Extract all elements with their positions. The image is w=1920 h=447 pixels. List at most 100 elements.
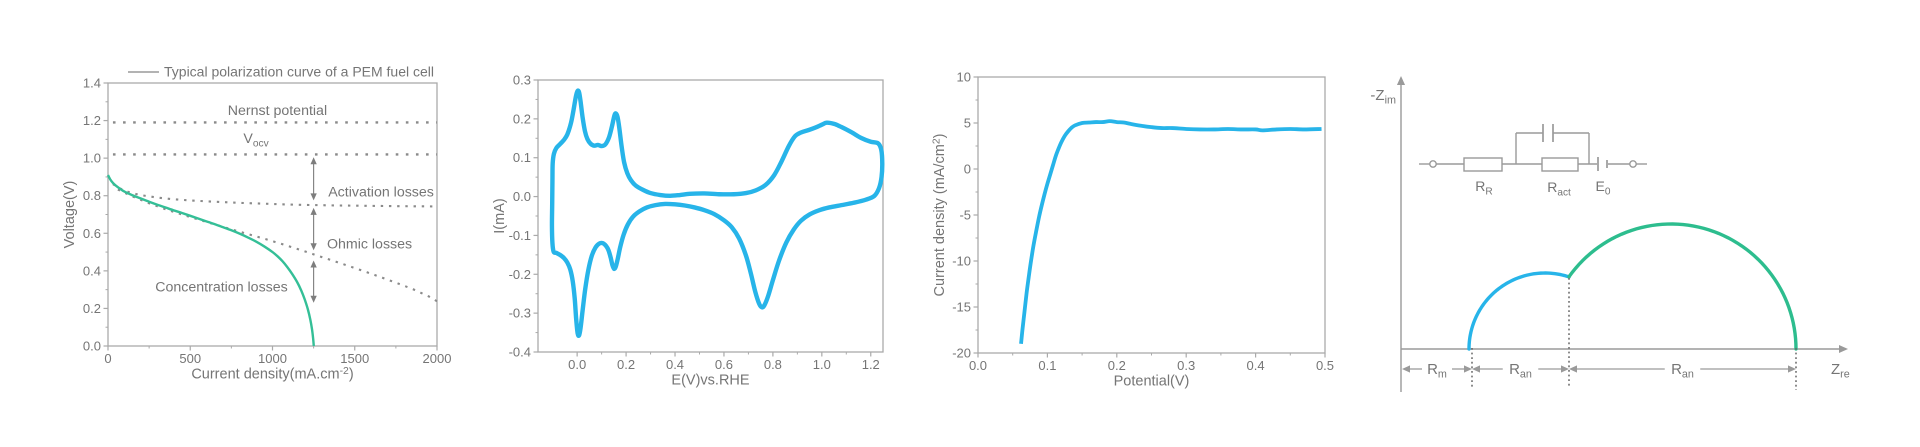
text-run: 0.8: [764, 357, 782, 372]
legend-label: Typical polarization curve of a PEM fuel…: [164, 64, 434, 80]
text-run: 0.4: [83, 263, 101, 278]
text-run: 1500: [340, 351, 369, 366]
text-run: 1.0: [813, 357, 831, 372]
text-run: 0.6: [715, 357, 733, 372]
text-run: Nernst potential: [228, 103, 327, 119]
x-tick-label: 0.8: [764, 357, 782, 372]
x-tick-label: 0.2: [1108, 358, 1126, 373]
text-run: 1.2: [83, 113, 101, 128]
arrowhead-up: [310, 260, 317, 268]
arrowhead-down: [310, 193, 317, 201]
text-run: V: [243, 131, 253, 147]
ohmic-extrapolation-line: [117, 188, 438, 303]
y-tick-label: -0.4: [509, 345, 531, 360]
text-run: 0.4: [666, 357, 684, 372]
text-run: 0.5: [1316, 358, 1334, 373]
text-run: Concentration losses: [155, 280, 288, 296]
x-tick-label: 0.4: [666, 357, 684, 372]
text-run: -0.2: [509, 267, 531, 282]
x-tick-label: 0.2: [617, 357, 635, 372]
vocv-label: Vocv: [243, 131, 269, 150]
y-tick-label: 0.2: [513, 111, 531, 126]
text-run: R: [1547, 179, 1557, 195]
membrane-anode-arc: [1467, 271, 1571, 351]
text-run: ): [349, 367, 354, 383]
text-run: 1000: [258, 351, 287, 366]
text-run: -10: [952, 254, 971, 269]
arrowhead-left: [1402, 365, 1410, 373]
x-axis-label: Current density(mA.cm-2): [191, 366, 353, 383]
text-run: 0: [964, 162, 971, 177]
y-tick-label: 0.3: [513, 73, 531, 88]
text-run: Current density(mA.cm: [191, 367, 339, 383]
resistor-symbol: [1463, 157, 1503, 172]
text-run: E: [1596, 178, 1605, 194]
text-run: I(mA): [492, 198, 508, 233]
subscript: 0: [1605, 187, 1611, 198]
text-run: 0.3: [513, 73, 531, 88]
text-run: 1.2: [862, 357, 880, 372]
text-run: E(V)vs.RHE: [671, 373, 749, 389]
text-run: -15: [952, 300, 971, 315]
text-run: 10: [957, 70, 971, 85]
text-run: 0.6: [83, 226, 101, 241]
subscript: im: [1385, 95, 1396, 107]
text-run: 0.8: [83, 188, 101, 203]
subscript: re: [1840, 369, 1850, 381]
arrowhead-up: [310, 157, 317, 165]
text-run: 0.2: [1108, 358, 1126, 373]
text-run: 0.2: [83, 301, 101, 316]
text-run: 1.4: [83, 76, 101, 91]
x-tick-label: 0.4: [1247, 358, 1265, 373]
subscript: act: [1557, 188, 1571, 199]
y-tick-label: -15: [952, 300, 971, 315]
terminal-node: [1429, 160, 1437, 168]
y-axis-label: -Zim: [1370, 87, 1396, 107]
x-tick-label: 2000: [423, 351, 452, 366]
x-tick-label: 0.0: [969, 358, 987, 373]
x-tick-label: 0: [104, 351, 111, 366]
resistance-span-label: Ran: [1509, 361, 1532, 381]
activation-losses-label: Activation losses: [328, 185, 434, 201]
y-tick-label: 1.2: [83, 113, 101, 128]
text-run: 0.0: [969, 358, 987, 373]
terminal-node: [1629, 160, 1637, 168]
text-run: Z: [1831, 361, 1840, 378]
text-run: R: [1509, 361, 1520, 378]
arrowhead-right: [1561, 365, 1569, 373]
y-axis-label: Current density (mA/cm2): [932, 134, 949, 297]
text-run: Typical polarization curve of a PEM fuel…: [164, 64, 434, 80]
x-tick-label: 0.6: [715, 357, 733, 372]
arrowhead-right: [1839, 344, 1848, 354]
text-run: 500: [179, 351, 201, 366]
x-tick-label: 500: [179, 351, 201, 366]
text-run: 5: [964, 116, 971, 131]
text-run: -20: [952, 346, 971, 361]
x-axis-label: E(V)vs.RHE: [671, 373, 749, 389]
y-tick-label: 0.8: [83, 188, 101, 203]
y-tick-label: 0.4: [83, 263, 101, 278]
y-tick-label: 0: [964, 162, 971, 177]
text-run: 0.2: [513, 111, 531, 126]
x-tick-label: 1500: [340, 351, 369, 366]
e0-label: E0: [1596, 178, 1611, 198]
arrowhead-left: [1569, 365, 1577, 373]
ract-label: Ract: [1547, 179, 1571, 199]
y-axis-label: I(mA): [492, 198, 508, 233]
text-run: 0: [104, 351, 111, 366]
text-run: -5: [959, 208, 971, 223]
x-tick-label: 0.0: [568, 357, 586, 372]
text-run: Potential(V): [1114, 374, 1190, 390]
subscript: ocv: [253, 139, 270, 150]
text-run: -Z: [1370, 87, 1384, 104]
nernst-potential-label: Nernst potential: [228, 103, 327, 119]
y-tick-label: 10: [957, 70, 971, 85]
text-run: R: [1671, 361, 1682, 378]
chart-linear-sweep-voltammetry: 0.0 0.1 0.2 0.3 0.4 0.5 -20 -15 -10 -5 0 5 10 Potenti…: [932, 70, 1335, 390]
arrowhead-down: [310, 295, 317, 303]
chart-cyclic-voltammogram: 0.0 0.2 0.4 0.6 0.8 1.0 1.2 -0.4 -0.3 -0.2 -0.1 0.0…: [492, 73, 885, 389]
y-axis-label: Voltage(V): [62, 181, 78, 249]
